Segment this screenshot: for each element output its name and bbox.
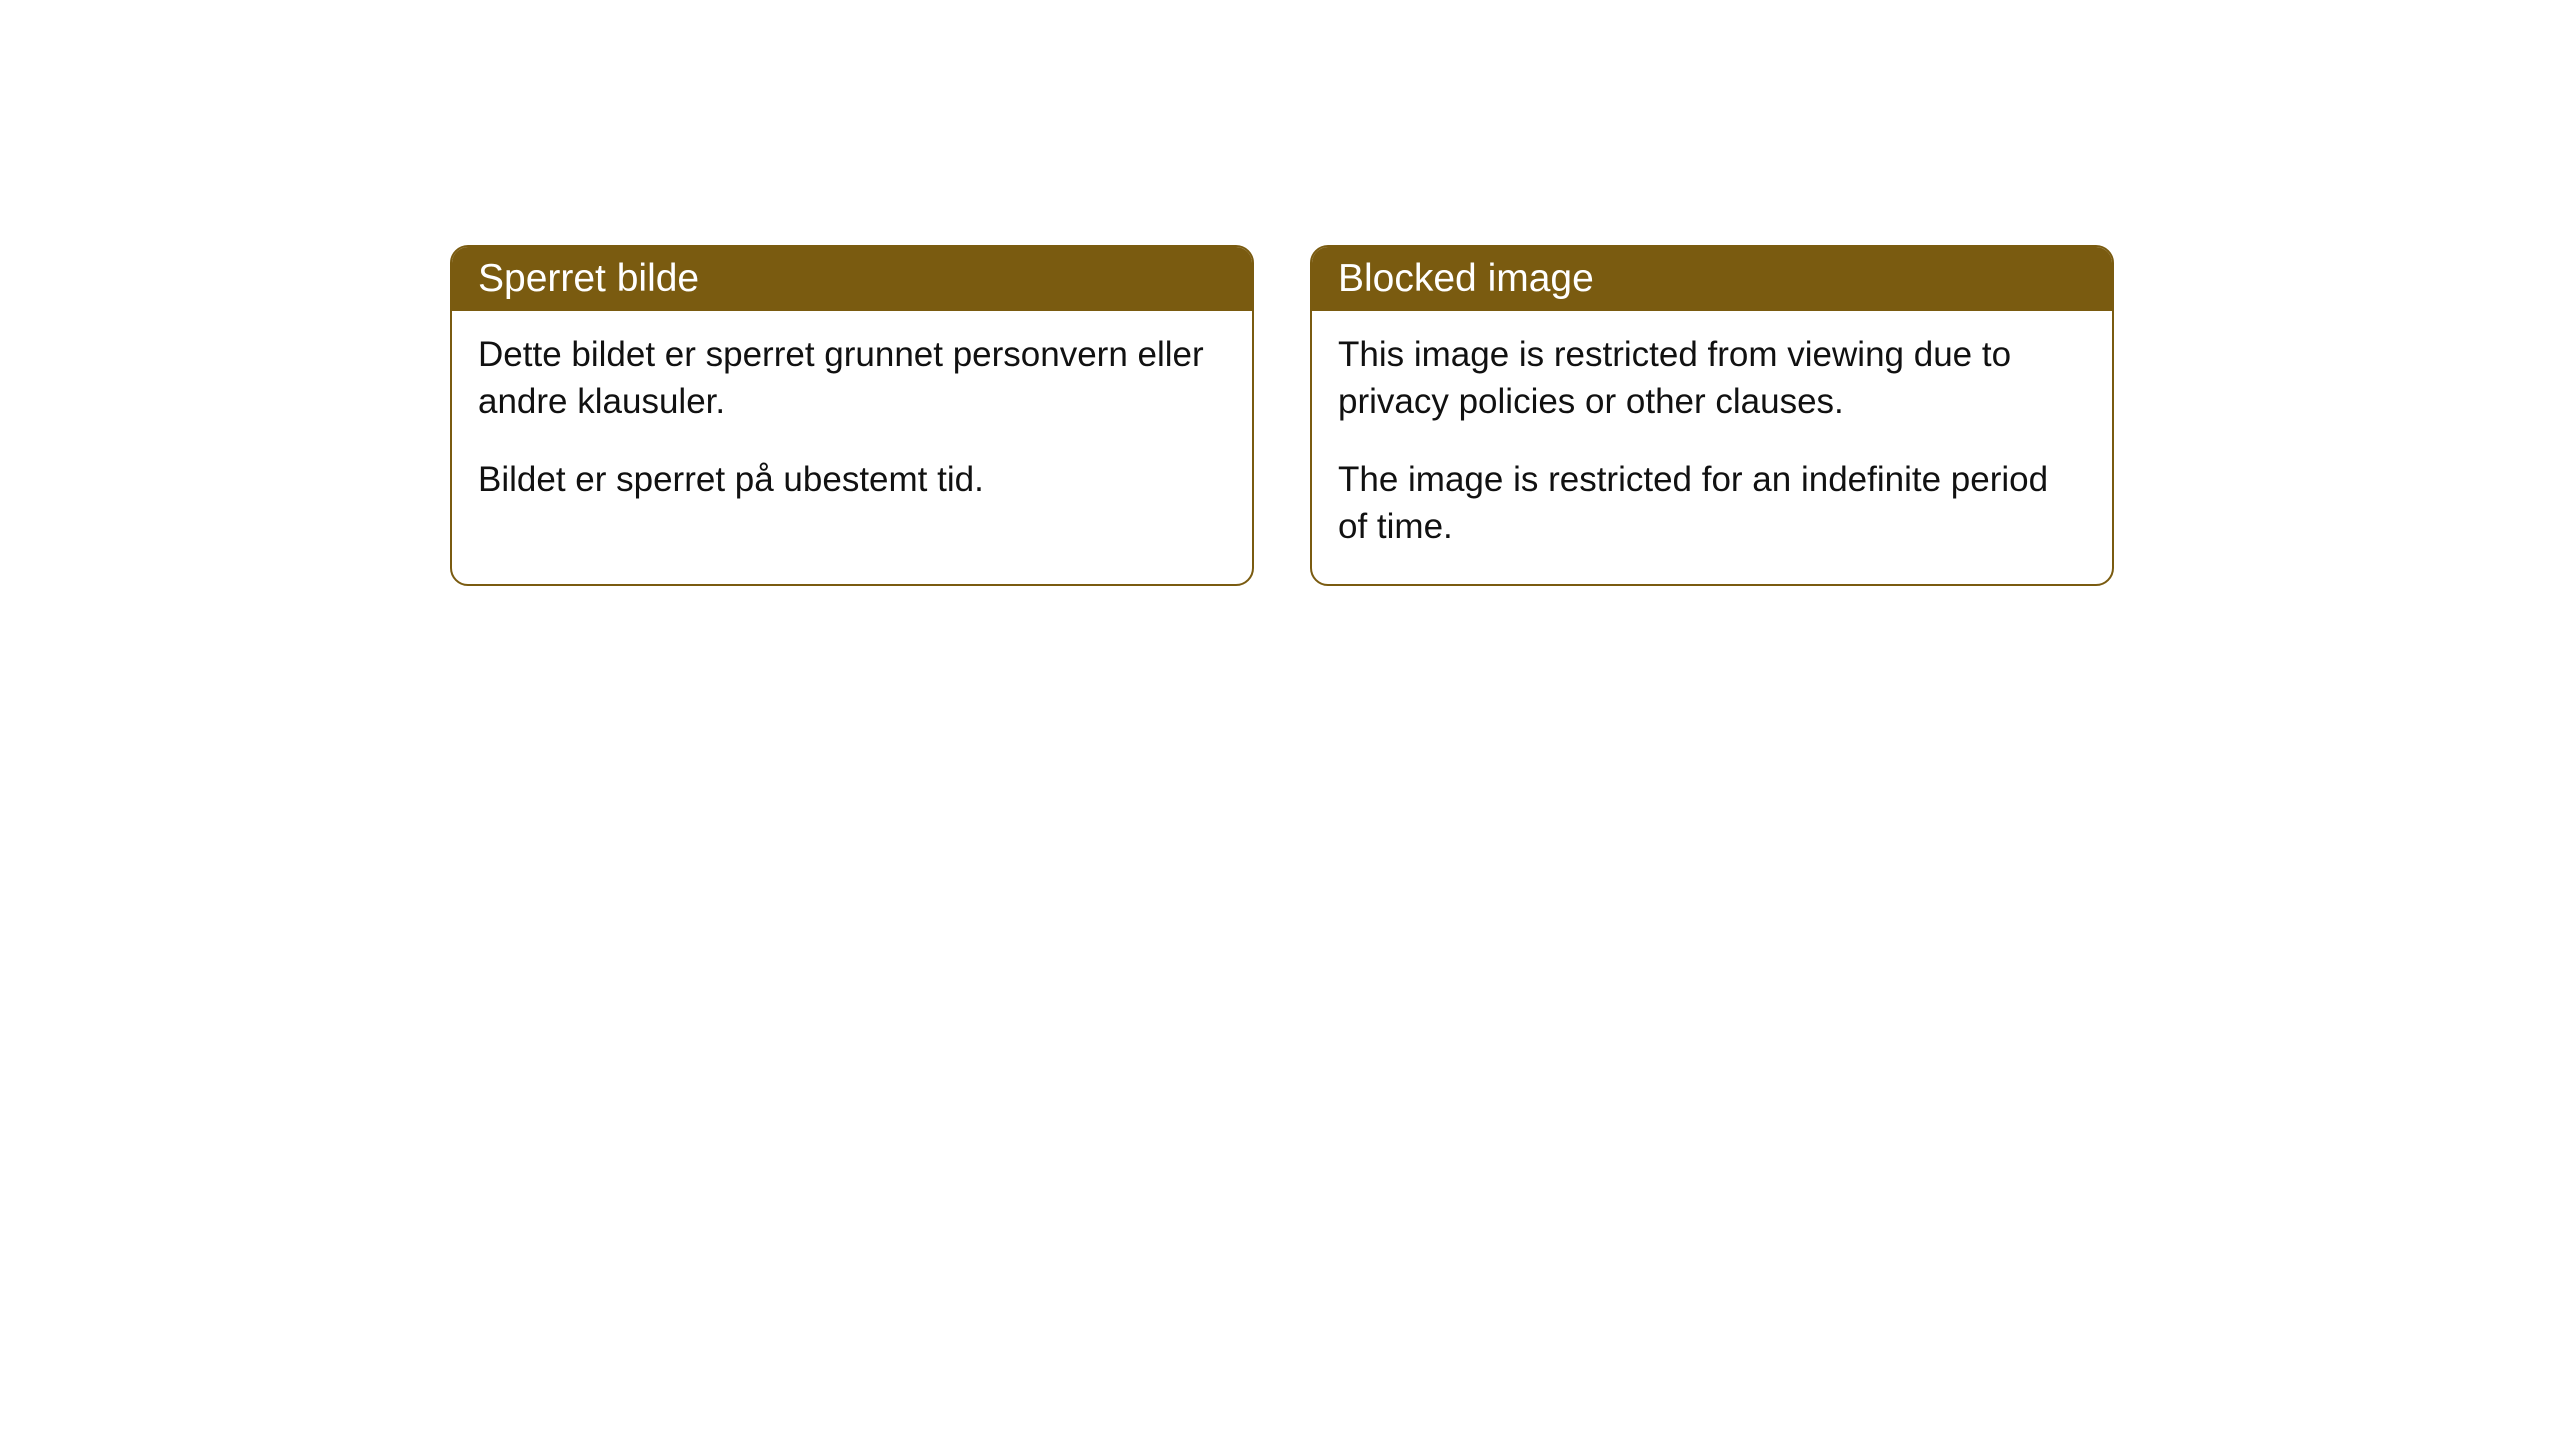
card-english: Blocked image This image is restricted f… xyxy=(1310,245,2114,586)
card-paragraph: Bildet er sperret på ubestemt tid. xyxy=(478,456,1226,503)
card-paragraph: Dette bildet er sperret grunnet personve… xyxy=(478,331,1226,426)
card-norwegian: Sperret bilde Dette bildet er sperret gr… xyxy=(450,245,1254,586)
card-header-norwegian: Sperret bilde xyxy=(452,247,1252,311)
card-body-norwegian: Dette bildet er sperret grunnet personve… xyxy=(452,311,1252,537)
card-paragraph: This image is restricted from viewing du… xyxy=(1338,331,2086,426)
card-body-english: This image is restricted from viewing du… xyxy=(1312,311,2112,584)
card-header-english: Blocked image xyxy=(1312,247,2112,311)
cards-container: Sperret bilde Dette bildet er sperret gr… xyxy=(450,245,2114,586)
card-title-english: Blocked image xyxy=(1338,257,1594,300)
card-paragraph: The image is restricted for an indefinit… xyxy=(1338,456,2086,551)
card-title-norwegian: Sperret bilde xyxy=(478,257,699,300)
